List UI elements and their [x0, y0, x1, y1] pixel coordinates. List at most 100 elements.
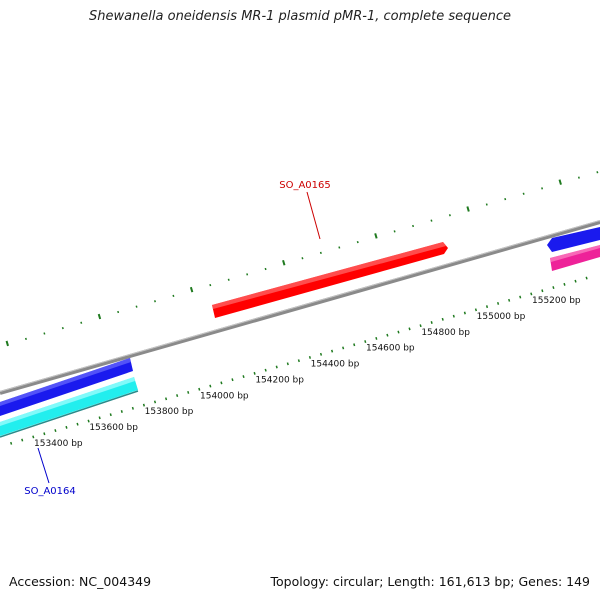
inner-tick [530, 292, 533, 296]
inner-tick [319, 352, 323, 356]
gene-cyan-left[interactable] [0, 377, 139, 438]
outer-tick [393, 230, 396, 233]
inner-tick [65, 425, 68, 429]
inner-tick [98, 416, 101, 420]
inner-tick [519, 295, 522, 299]
outer-tick [558, 179, 562, 185]
outer-tick [448, 214, 451, 217]
inner-tick [120, 410, 123, 413]
outer-tick [282, 260, 286, 266]
outer-tick [189, 286, 194, 293]
inner-tick [563, 282, 566, 286]
outer-tick [246, 273, 249, 276]
outer-tick [172, 294, 175, 298]
so-a0165-leader-line [306, 191, 321, 240]
ruler-labels: 153400 bp 153600 bp 153800 bp 154000 bp 1542… [34, 296, 581, 449]
outer-tick [319, 251, 322, 255]
inner-tick [408, 327, 411, 331]
inner-tick [164, 397, 168, 401]
ruler-label: 154800 bp [421, 328, 470, 338]
inner-tick [419, 324, 422, 328]
inner-tick [353, 343, 356, 347]
outer-tick [430, 219, 433, 222]
plasmid-backbone-highlight [0, 220, 600, 392]
inner-tick [21, 438, 24, 442]
outer-tick [153, 300, 156, 303]
gene-magenta-right[interactable] [550, 245, 600, 271]
inner-tick [474, 308, 478, 312]
outer-tick [541, 187, 544, 190]
inner-tick-ruler [10, 276, 588, 445]
ruler-label: 154000 bp [200, 391, 249, 401]
gene-blue-right[interactable] [547, 227, 600, 252]
outer-tick [117, 310, 120, 314]
outer-tick [24, 337, 27, 341]
inner-tick [275, 365, 278, 369]
inner-tick [541, 289, 544, 293]
outer-tick [227, 278, 230, 281]
gene-blue-left[interactable] [0, 358, 133, 416]
inner-tick [585, 276, 588, 280]
outer-tick [61, 326, 64, 330]
outer-tick [374, 233, 378, 239]
inner-tick [109, 413, 112, 417]
outer-tick [301, 257, 304, 260]
outer-tick [264, 267, 267, 271]
inner-tick [441, 317, 444, 321]
ruler-label: 155000 bp [477, 312, 526, 322]
outer-tick [209, 283, 212, 287]
outer-tick [80, 321, 83, 324]
inner-tick [231, 378, 234, 382]
outer-tick [466, 206, 470, 212]
inner-tick [297, 359, 300, 363]
outer-tick [596, 171, 599, 174]
gene-label-so-a0164[interactable]: SO_A0164 [24, 486, 76, 497]
inner-tick [463, 311, 466, 315]
inner-tick [286, 362, 289, 366]
outer-tick [5, 340, 9, 347]
inner-tick [552, 286, 555, 290]
inner-tick [496, 301, 500, 305]
outer-tick [577, 176, 580, 179]
gene-label-so-a0165[interactable]: SO_A0165 [279, 180, 331, 191]
outer-tick [97, 313, 102, 320]
outer-tick [485, 203, 488, 206]
accession-text: Accession: NC_004349 [9, 574, 152, 589]
so-a0164-leader-line [37, 447, 50, 484]
inner-tick [397, 330, 400, 334]
plasmid-backbone [0, 220, 600, 395]
inner-tick [32, 435, 35, 439]
ruler-label: 154400 bp [311, 360, 360, 370]
ruler-label: 153400 bp [34, 439, 83, 449]
inner-tick [308, 356, 312, 359]
outer-tick [412, 224, 415, 228]
inner-tick [342, 346, 345, 350]
inner-tick [430, 321, 433, 324]
outer-tick [338, 246, 341, 249]
outer-tick [504, 197, 507, 201]
inner-tick [452, 314, 455, 318]
inner-tick [364, 340, 367, 344]
inner-tick [176, 394, 179, 398]
gene-so-a0165[interactable] [212, 242, 448, 318]
inner-tick [220, 381, 223, 385]
ruler-label: 154200 bp [255, 375, 304, 385]
outer-tick [135, 305, 138, 308]
summary-text: Topology: circular; Length: 161,613 bp; … [270, 574, 591, 589]
map-title: Shewanella oneidensis MR-1 plasmid pMR-1… [88, 9, 512, 24]
inner-tick [485, 305, 489, 309]
inner-tick [198, 387, 201, 391]
inner-tick [574, 279, 577, 283]
inner-tick [187, 390, 190, 394]
ruler-label: 154600 bp [366, 344, 415, 354]
outer-tick [43, 332, 46, 335]
inner-tick [242, 375, 245, 378]
outer-tick [356, 240, 359, 244]
inner-tick [330, 349, 334, 353]
inner-tick [209, 384, 212, 388]
inner-tick [153, 400, 157, 404]
inner-tick [10, 441, 13, 445]
outer-tick [522, 192, 525, 195]
